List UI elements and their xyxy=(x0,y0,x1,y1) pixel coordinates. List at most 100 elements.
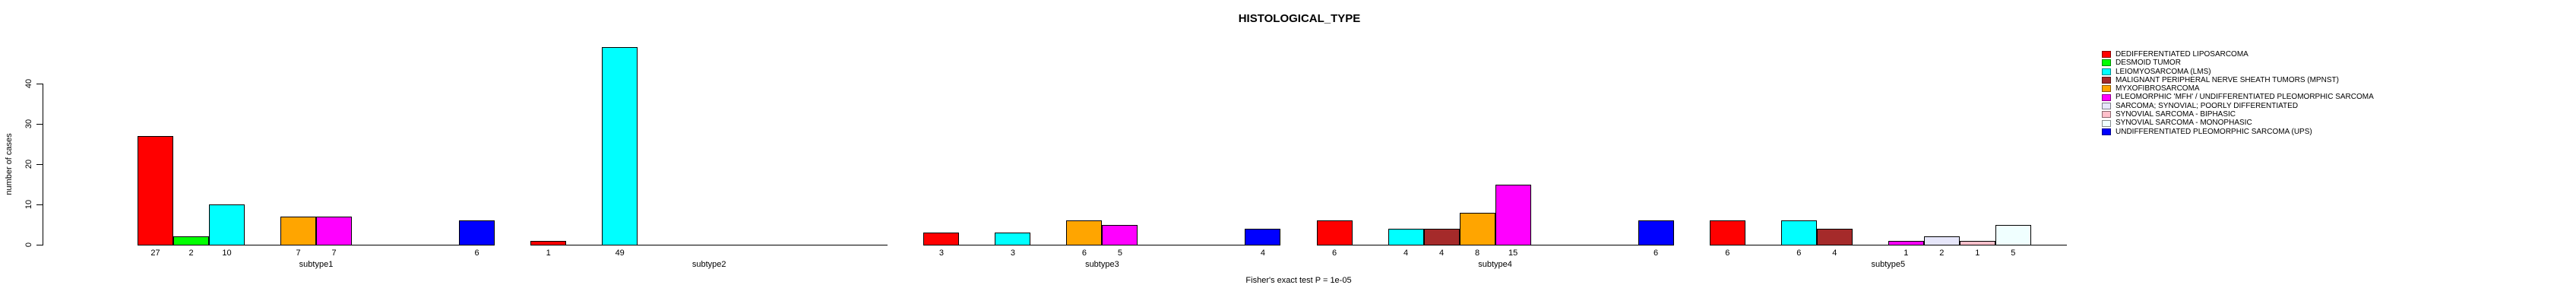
bar xyxy=(280,216,316,245)
bar xyxy=(1459,212,1495,245)
bar-value-label: 6 xyxy=(1081,249,1087,258)
x-category-label: subtype4 xyxy=(1478,260,1512,269)
bar xyxy=(1816,228,1853,245)
y-tick xyxy=(36,164,43,165)
bar-value-label: 27 xyxy=(150,249,160,258)
bar xyxy=(1923,236,1960,245)
bar xyxy=(1638,220,1674,245)
bar xyxy=(602,47,638,245)
legend-item: DEDIFFERENTIATED LIPOSARCOMA xyxy=(2102,50,2374,59)
bar xyxy=(923,233,960,245)
bar xyxy=(1709,220,1745,245)
bar-value-label: 3 xyxy=(938,249,944,258)
x-category-label: subtype1 xyxy=(299,260,334,269)
legend-swatch xyxy=(2102,51,2111,59)
legend-label: LEIOMYOSARCOMA (LMS) xyxy=(2116,67,2211,76)
bar-value-label: 4 xyxy=(1439,249,1445,258)
bar xyxy=(173,236,209,245)
legend-label: SYNOVIAL SARCOMA - BIPHASIC xyxy=(2116,110,2236,119)
legend-swatch xyxy=(2102,128,2111,135)
legend-label: DEDIFFERENTIATED LIPOSARCOMA xyxy=(2116,50,2248,59)
bar xyxy=(1316,220,1353,245)
y-axis-title: number of cases xyxy=(5,133,14,195)
bar xyxy=(459,220,495,245)
bar xyxy=(209,204,245,245)
x-category-label: subtype3 xyxy=(1085,260,1119,269)
legend-item: SARCOMA; SYNOVIAL; POORLY DIFFERENTIATED xyxy=(2102,102,2374,110)
bar-value-label: 8 xyxy=(1475,249,1480,258)
bar-value-label: 5 xyxy=(2011,249,2016,258)
bar-value-label: 4 xyxy=(1260,249,1265,258)
bar xyxy=(1495,184,1531,245)
legend-swatch xyxy=(2102,85,2111,93)
bar-value-label: 5 xyxy=(1117,249,1122,258)
legend-label: MALIGNANT PERIPHERAL NERVE SHEATH TUMORS… xyxy=(2116,75,2339,84)
bar-value-label: 6 xyxy=(1654,249,1659,258)
bar-value-label: 7 xyxy=(331,249,337,258)
y-tick xyxy=(36,124,43,125)
y-tick-label: 30 xyxy=(24,119,33,129)
bar-value-label: 15 xyxy=(1508,249,1518,258)
bar xyxy=(316,216,352,245)
legend-label: SYNOVIAL SARCOMA - MONOPHASIC xyxy=(2116,119,2252,128)
bar xyxy=(1995,224,2031,245)
legend-item: MYXOFIBROSARCOMA xyxy=(2102,84,2374,93)
legend-swatch xyxy=(2102,111,2111,119)
bar-value-label: 4 xyxy=(1832,249,1837,258)
bar-value-label: 1 xyxy=(546,249,551,258)
legend-label: SARCOMA; SYNOVIAL; POORLY DIFFERENTIATED xyxy=(2116,101,2299,110)
bar xyxy=(138,135,173,245)
legend-label: PLEOMORPHIC 'MFH' / UNDIFFERENTIATED PLE… xyxy=(2116,93,2374,102)
bar-value-label: 6 xyxy=(1796,249,1802,258)
legend-label: UNDIFFERENTIATED PLEOMORPHIC SARCOMA (UP… xyxy=(2116,127,2312,136)
y-tick-label: 40 xyxy=(24,78,33,89)
bar xyxy=(1959,240,1995,245)
legend-swatch xyxy=(2102,93,2111,101)
bar-value-label: 6 xyxy=(1332,249,1337,258)
bar-value-label: 1 xyxy=(1904,249,1909,258)
legend-item: SYNOVIAL SARCOMA - MONOPHASIC xyxy=(2102,119,2374,127)
bar xyxy=(1066,220,1103,245)
bar-value-label: 49 xyxy=(615,249,625,258)
legend-swatch xyxy=(2102,59,2111,67)
bar-value-label: 10 xyxy=(222,249,232,258)
legend-item: PLEOMORPHIC 'MFH' / UNDIFFERENTIATED PLE… xyxy=(2102,93,2374,101)
legend-item: UNDIFFERENTIATED PLEOMORPHIC SARCOMA (UP… xyxy=(2102,128,2374,136)
legend-swatch xyxy=(2102,119,2111,127)
bar-value-label: 2 xyxy=(1939,249,1945,258)
bar-value-label: 2 xyxy=(188,249,194,258)
bar xyxy=(530,240,567,245)
y-tick xyxy=(36,204,43,205)
legend-item: MALIGNANT PERIPHERAL NERVE SHEATH TUMORS… xyxy=(2102,76,2374,84)
bar-value-label: 1 xyxy=(1975,249,1980,258)
bar xyxy=(1423,228,1460,245)
legend-item: LEIOMYOSARCOMA (LMS) xyxy=(2102,68,2374,76)
bar-value-label: 4 xyxy=(1404,249,1409,258)
legend-item: SYNOVIAL SARCOMA - BIPHASIC xyxy=(2102,110,2374,119)
x-category-label: subtype2 xyxy=(691,260,726,269)
caption: Fisher's exact test P = 1e-05 xyxy=(1245,276,1352,285)
legend-label: DESMOID TUMOR xyxy=(2116,59,2181,68)
bar-value-label: 3 xyxy=(1010,249,1015,258)
bar-value-label: 6 xyxy=(1725,249,1730,258)
y-tick-label: 10 xyxy=(24,199,33,210)
bar xyxy=(1888,240,1924,245)
bar-value-label: 7 xyxy=(296,249,301,258)
legend-swatch xyxy=(2102,77,2111,84)
bar xyxy=(1245,228,1281,245)
legend: DEDIFFERENTIATED LIPOSARCOMA DESMOID TUMO… xyxy=(2102,50,2374,136)
y-tick-label: 0 xyxy=(24,242,33,248)
legend-item: DESMOID TUMOR xyxy=(2102,59,2374,67)
bar-value-label: 6 xyxy=(474,249,479,258)
bar xyxy=(1780,220,1817,245)
chart-title: HISTOLOGICAL_TYPE xyxy=(1238,12,1361,25)
bar xyxy=(995,233,1031,245)
x-category-label: subtype5 xyxy=(1871,260,1906,269)
legend-swatch xyxy=(2102,102,2111,109)
bar xyxy=(1388,228,1424,245)
legend-label: MYXOFIBROSARCOMA xyxy=(2116,84,2200,93)
y-tick-label: 20 xyxy=(24,159,33,169)
legend-swatch xyxy=(2102,68,2111,75)
bar xyxy=(1102,224,1138,245)
